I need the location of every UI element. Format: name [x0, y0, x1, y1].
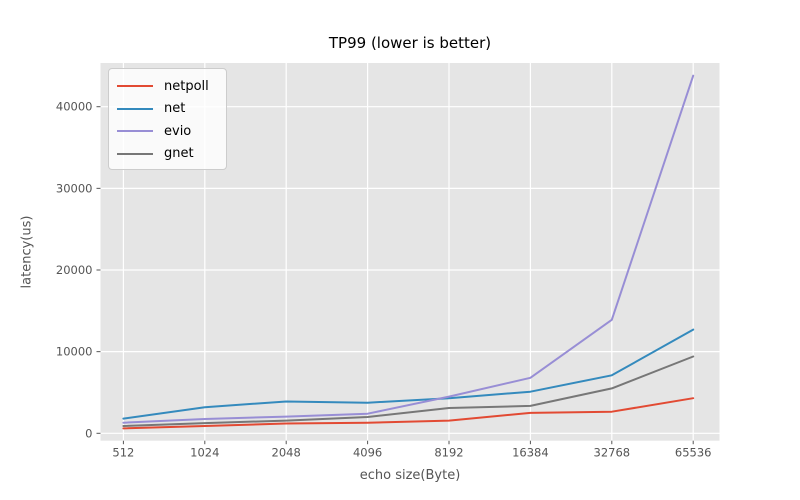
legend-label-gnet: gnet: [164, 146, 194, 162]
series-line-net: [122, 328, 695, 420]
legend-label-net: net: [164, 101, 186, 117]
legend-label-netpoll: netpoll: [164, 78, 209, 94]
series-line-netpoll: [122, 397, 695, 430]
x-tick-label: 32768: [594, 446, 631, 460]
y-tick-label: 40000: [56, 100, 93, 114]
legend-swatch-netpoll: [117, 85, 153, 88]
x-tick-label: 65536: [675, 446, 712, 460]
y-axis-label: latency(us): [19, 215, 35, 289]
legend-swatch-evio: [117, 130, 153, 133]
legend: netpoll net evio gnet: [108, 68, 227, 170]
x-tick-label: 4096: [353, 446, 382, 460]
legend-item-netpoll: netpoll: [117, 75, 218, 98]
legend-item-net: net: [117, 98, 218, 121]
legend-swatch-gnet: [117, 152, 153, 155]
y-tick-label: 20000: [56, 263, 93, 277]
legend-swatch-net: [117, 107, 153, 110]
x-tick-label: 16384: [512, 446, 549, 460]
chart-title: TP99 (lower is better): [328, 34, 492, 52]
x-tick-label: 1024: [190, 446, 219, 460]
series-line-gnet: [122, 355, 695, 427]
legend-item-gnet: gnet: [117, 143, 218, 166]
y-tick-label: 30000: [56, 181, 93, 195]
x-tick-label: 2048: [272, 446, 301, 460]
y-tick-label: 0: [85, 426, 92, 440]
legend-item-evio: evio: [117, 120, 218, 143]
legend-label-evio: evio: [164, 123, 192, 139]
y-tick-label: 10000: [56, 345, 93, 359]
x-axis-label: echo size(Byte): [359, 468, 461, 483]
x-tick-label: 512: [112, 446, 134, 460]
series-line-evio: [122, 74, 695, 424]
x-tick-label: 8192: [434, 446, 463, 460]
